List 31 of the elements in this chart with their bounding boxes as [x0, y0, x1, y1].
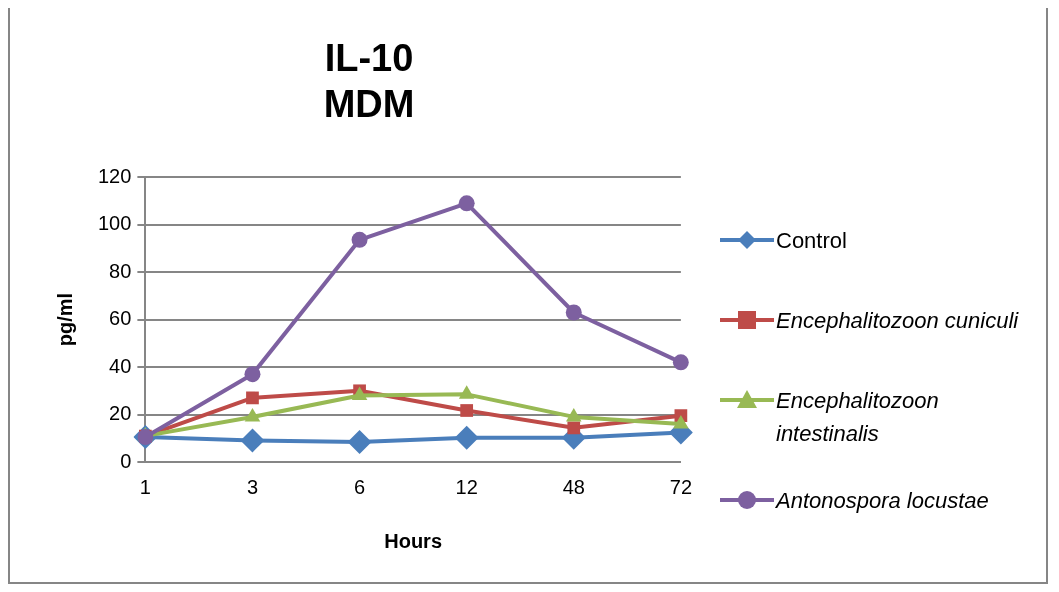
point [240, 428, 265, 453]
y-tick-label: 120 [97, 164, 132, 187]
legend-label: Control [776, 227, 847, 255]
y-tick-label: 80 [109, 259, 132, 282]
point [351, 231, 368, 248]
point [567, 421, 581, 435]
point [347, 430, 372, 455]
y-tick-label: 60 [109, 307, 132, 330]
x-tick-label: 12 [455, 475, 478, 498]
chart-title: IL-10 MDM [323, 37, 415, 125]
point [458, 195, 475, 212]
y-tick-label: 20 [109, 402, 132, 425]
x-tick-label: 3 [246, 475, 259, 498]
legend-label: Encephalitozoon intestinalis [776, 387, 940, 448]
y-axis-title: pg/ml [53, 292, 76, 347]
x-tick-label: 1 [139, 475, 151, 498]
point [672, 354, 689, 371]
y-tick-label: 100 [97, 212, 132, 235]
x-tick-label: 48 [562, 475, 585, 498]
legend-label: Antonospora locustae [776, 487, 989, 515]
point [460, 404, 474, 417]
legend-label: Encephalitozoon cuniculi [776, 307, 1019, 335]
x-tick-label: 6 [354, 475, 366, 498]
x-tick-label: 72 [669, 475, 692, 498]
y-tick-label: 40 [109, 354, 132, 377]
y-tick-label: 0 [120, 449, 132, 472]
point [565, 304, 582, 321]
x-axis-title: Hours [384, 529, 443, 552]
point [454, 425, 479, 450]
point [244, 366, 261, 383]
point [246, 391, 259, 405]
